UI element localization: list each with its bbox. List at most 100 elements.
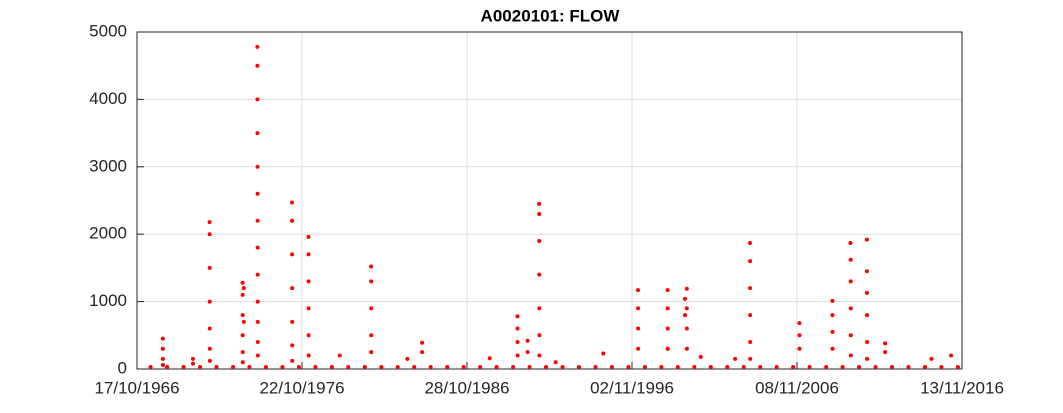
point [527, 364, 532, 369]
point [525, 350, 530, 355]
point [830, 329, 835, 334]
point [306, 234, 311, 239]
point [949, 353, 954, 358]
point [890, 364, 895, 369]
point [369, 350, 374, 355]
point [160, 356, 165, 361]
point [290, 252, 295, 257]
point [733, 356, 738, 361]
point [369, 264, 374, 269]
point [537, 211, 542, 216]
point [461, 364, 466, 369]
point [708, 364, 713, 369]
point [864, 237, 869, 242]
point [593, 364, 598, 369]
point [306, 252, 311, 257]
point [848, 257, 853, 262]
point [290, 200, 295, 205]
point [306, 333, 311, 338]
point [873, 364, 878, 369]
point [240, 280, 245, 285]
point [346, 364, 351, 369]
point [748, 356, 753, 361]
point [428, 364, 433, 369]
point [840, 364, 845, 369]
point [692, 364, 697, 369]
point [478, 364, 483, 369]
point [290, 343, 295, 348]
point [255, 299, 260, 304]
point [247, 364, 252, 369]
point [255, 97, 260, 102]
point [412, 364, 417, 369]
point [865, 356, 870, 361]
point [758, 364, 763, 369]
point [774, 364, 779, 369]
point [255, 164, 260, 169]
point [198, 364, 203, 369]
point [231, 364, 236, 369]
point [255, 44, 260, 49]
point [240, 333, 245, 338]
point [255, 272, 260, 277]
point [494, 364, 499, 369]
point [865, 290, 870, 295]
point [337, 353, 342, 358]
point [181, 364, 186, 369]
point [240, 292, 245, 297]
point [487, 356, 492, 361]
point [290, 319, 295, 324]
point [207, 346, 212, 351]
point [609, 364, 614, 369]
point [255, 131, 260, 136]
point [255, 340, 260, 345]
point [684, 346, 689, 351]
y-tick-label: 1000 [89, 291, 127, 310]
point [865, 313, 870, 318]
point [240, 350, 245, 355]
point [675, 364, 680, 369]
point [515, 314, 520, 319]
point [636, 306, 641, 311]
point [848, 240, 853, 245]
point [865, 340, 870, 345]
point [515, 326, 520, 331]
point [190, 361, 195, 366]
point [883, 350, 888, 355]
point [830, 298, 835, 303]
point [290, 218, 295, 223]
y-tick-label: 0 [118, 358, 127, 377]
point [848, 279, 853, 284]
point [241, 286, 246, 291]
point [922, 364, 927, 369]
x-tick-label: 17/10/1966 [94, 378, 179, 397]
point [537, 238, 542, 243]
y-tick-label: 3000 [89, 156, 127, 175]
point [511, 364, 516, 369]
point [369, 306, 374, 311]
point [807, 364, 812, 369]
point [263, 364, 268, 369]
point [797, 346, 802, 351]
point [537, 333, 542, 338]
point [160, 336, 165, 341]
point [379, 364, 384, 369]
chart-title: A0020101: FLOW [481, 6, 621, 25]
point [725, 364, 730, 369]
point [255, 245, 260, 250]
x-tick-label: 28/10/1986 [424, 378, 509, 397]
point [395, 364, 400, 369]
point [313, 364, 318, 369]
point [420, 350, 425, 355]
point [214, 364, 219, 369]
point [329, 364, 334, 369]
point [797, 321, 802, 326]
point [684, 326, 689, 331]
point [682, 296, 687, 301]
point [665, 326, 670, 331]
point [207, 299, 212, 304]
point [698, 354, 703, 359]
point [553, 360, 558, 365]
point [883, 341, 888, 346]
point [362, 364, 367, 369]
